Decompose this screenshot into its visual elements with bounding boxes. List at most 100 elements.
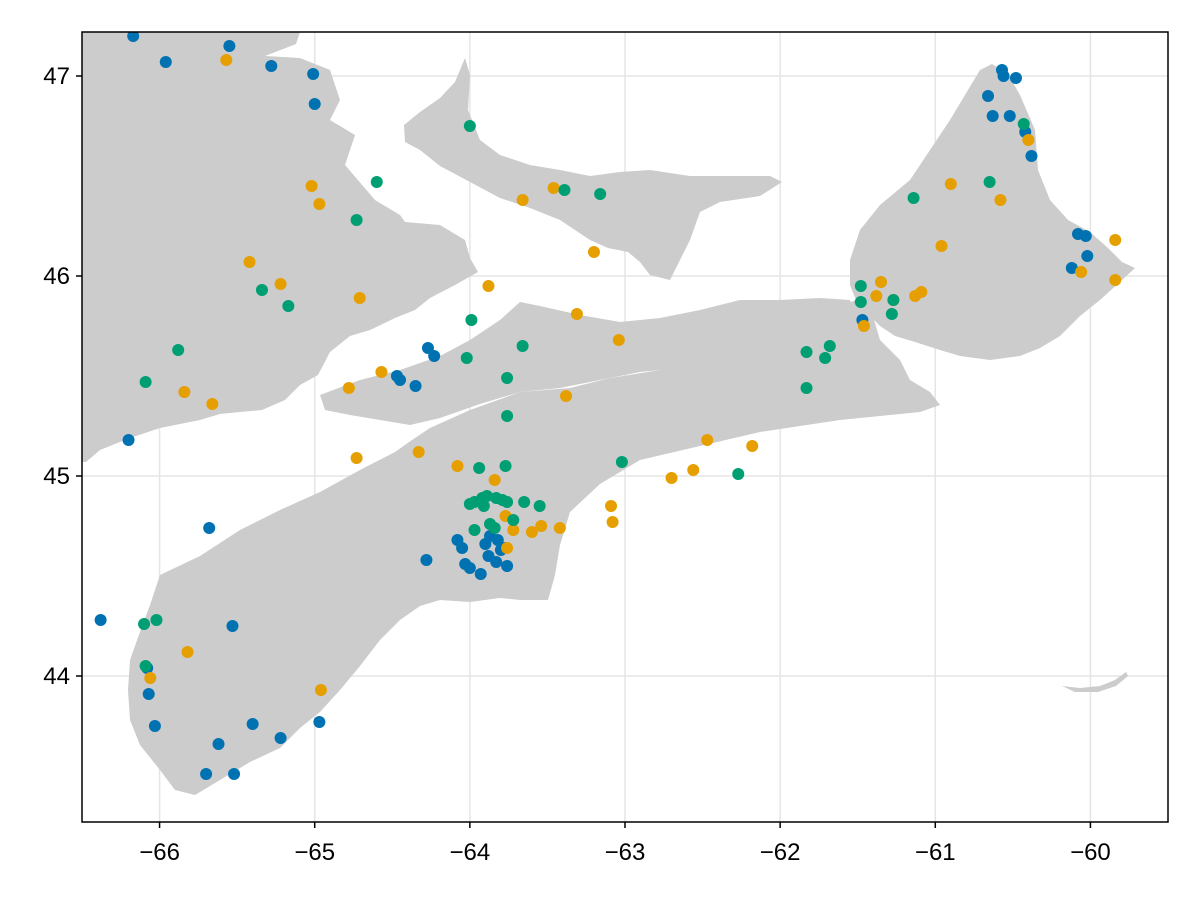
data-point [220,54,233,66]
data-point [274,278,287,290]
x-tick-label: −63 [605,839,646,866]
data-point [482,280,495,292]
data-point [308,98,321,110]
data-point [465,314,478,326]
data-point [139,660,152,672]
axes: −66 −65 −64 −63 −62 −61 −60 44 45 46 47 [43,63,1110,866]
data-point [480,490,493,502]
data-point [887,294,900,306]
data-point [501,372,514,384]
data-point [420,554,433,566]
data-point [994,194,1007,206]
data-point [746,440,759,452]
data-point [148,720,161,732]
data-point [870,290,883,302]
data-point [732,468,745,480]
data-point [1065,262,1078,274]
data-point [499,460,512,472]
data-point [200,768,213,780]
data-point [986,110,999,122]
data-point [305,180,318,192]
data-point [468,524,481,536]
data-point [1081,250,1094,262]
data-point [501,410,514,422]
data-point [451,460,464,472]
data-point [701,434,714,446]
data-point [412,446,425,458]
data-point [150,614,163,626]
data-point [605,500,618,512]
data-point [490,556,503,568]
data-point [314,684,327,696]
data-point [255,284,268,296]
data-point [547,182,560,194]
land-nova-scotia-east [430,392,660,560]
data-point [501,542,514,554]
data-point [181,646,194,658]
data-point [516,340,529,352]
data-point [94,614,107,626]
data-point [226,620,239,632]
data-point [944,178,957,190]
data-point [518,496,531,508]
data-point [594,188,607,200]
data-point [1075,266,1088,278]
data-point [456,542,469,554]
data-point [587,246,600,258]
data-point [370,176,383,188]
data-point [533,500,546,512]
data-point [223,40,236,52]
data-point [615,456,628,468]
data-point [535,520,548,532]
data-point [473,462,486,474]
data-point [228,768,241,780]
data-point [823,340,836,352]
data-point [501,560,514,572]
data-point [394,374,407,386]
data-point [139,376,152,388]
data-point [353,292,366,304]
data-point [800,346,813,358]
point-series-0 [94,32,1094,780]
data-point [501,496,514,508]
land-cape-breton [850,64,1135,360]
data-point [178,386,191,398]
data-point [507,524,520,536]
data-point [350,452,363,464]
y-tick-label: 46 [43,263,70,290]
data-point [313,716,326,728]
data-point [350,214,363,226]
data-point [313,198,326,210]
data-point [463,562,476,574]
data-point [274,732,287,744]
data-point [212,738,225,750]
data-point [854,296,867,308]
data-point [488,474,501,486]
data-point [307,68,320,80]
data-point [885,308,898,320]
y-tick-label: 45 [43,463,70,490]
data-point [144,672,157,684]
data-point [375,366,388,378]
data-point [516,194,529,206]
data-point [142,688,155,700]
data-point [282,300,295,312]
land-pictou [320,298,856,425]
data-point [1022,134,1035,146]
data-point [1025,150,1038,162]
data-point [997,70,1010,82]
data-point [172,344,185,356]
data-point [570,308,583,320]
x-tick-label: −60 [1070,839,1111,866]
land-sable-island [1062,672,1128,692]
data-point [477,500,490,512]
data-point [243,256,256,268]
data-point [907,192,920,204]
data-point [983,176,996,188]
data-point [138,618,151,630]
data-point [507,514,520,526]
data-point [819,352,832,364]
point-series-1 [144,54,1122,696]
x-tick-label: −64 [449,839,490,866]
